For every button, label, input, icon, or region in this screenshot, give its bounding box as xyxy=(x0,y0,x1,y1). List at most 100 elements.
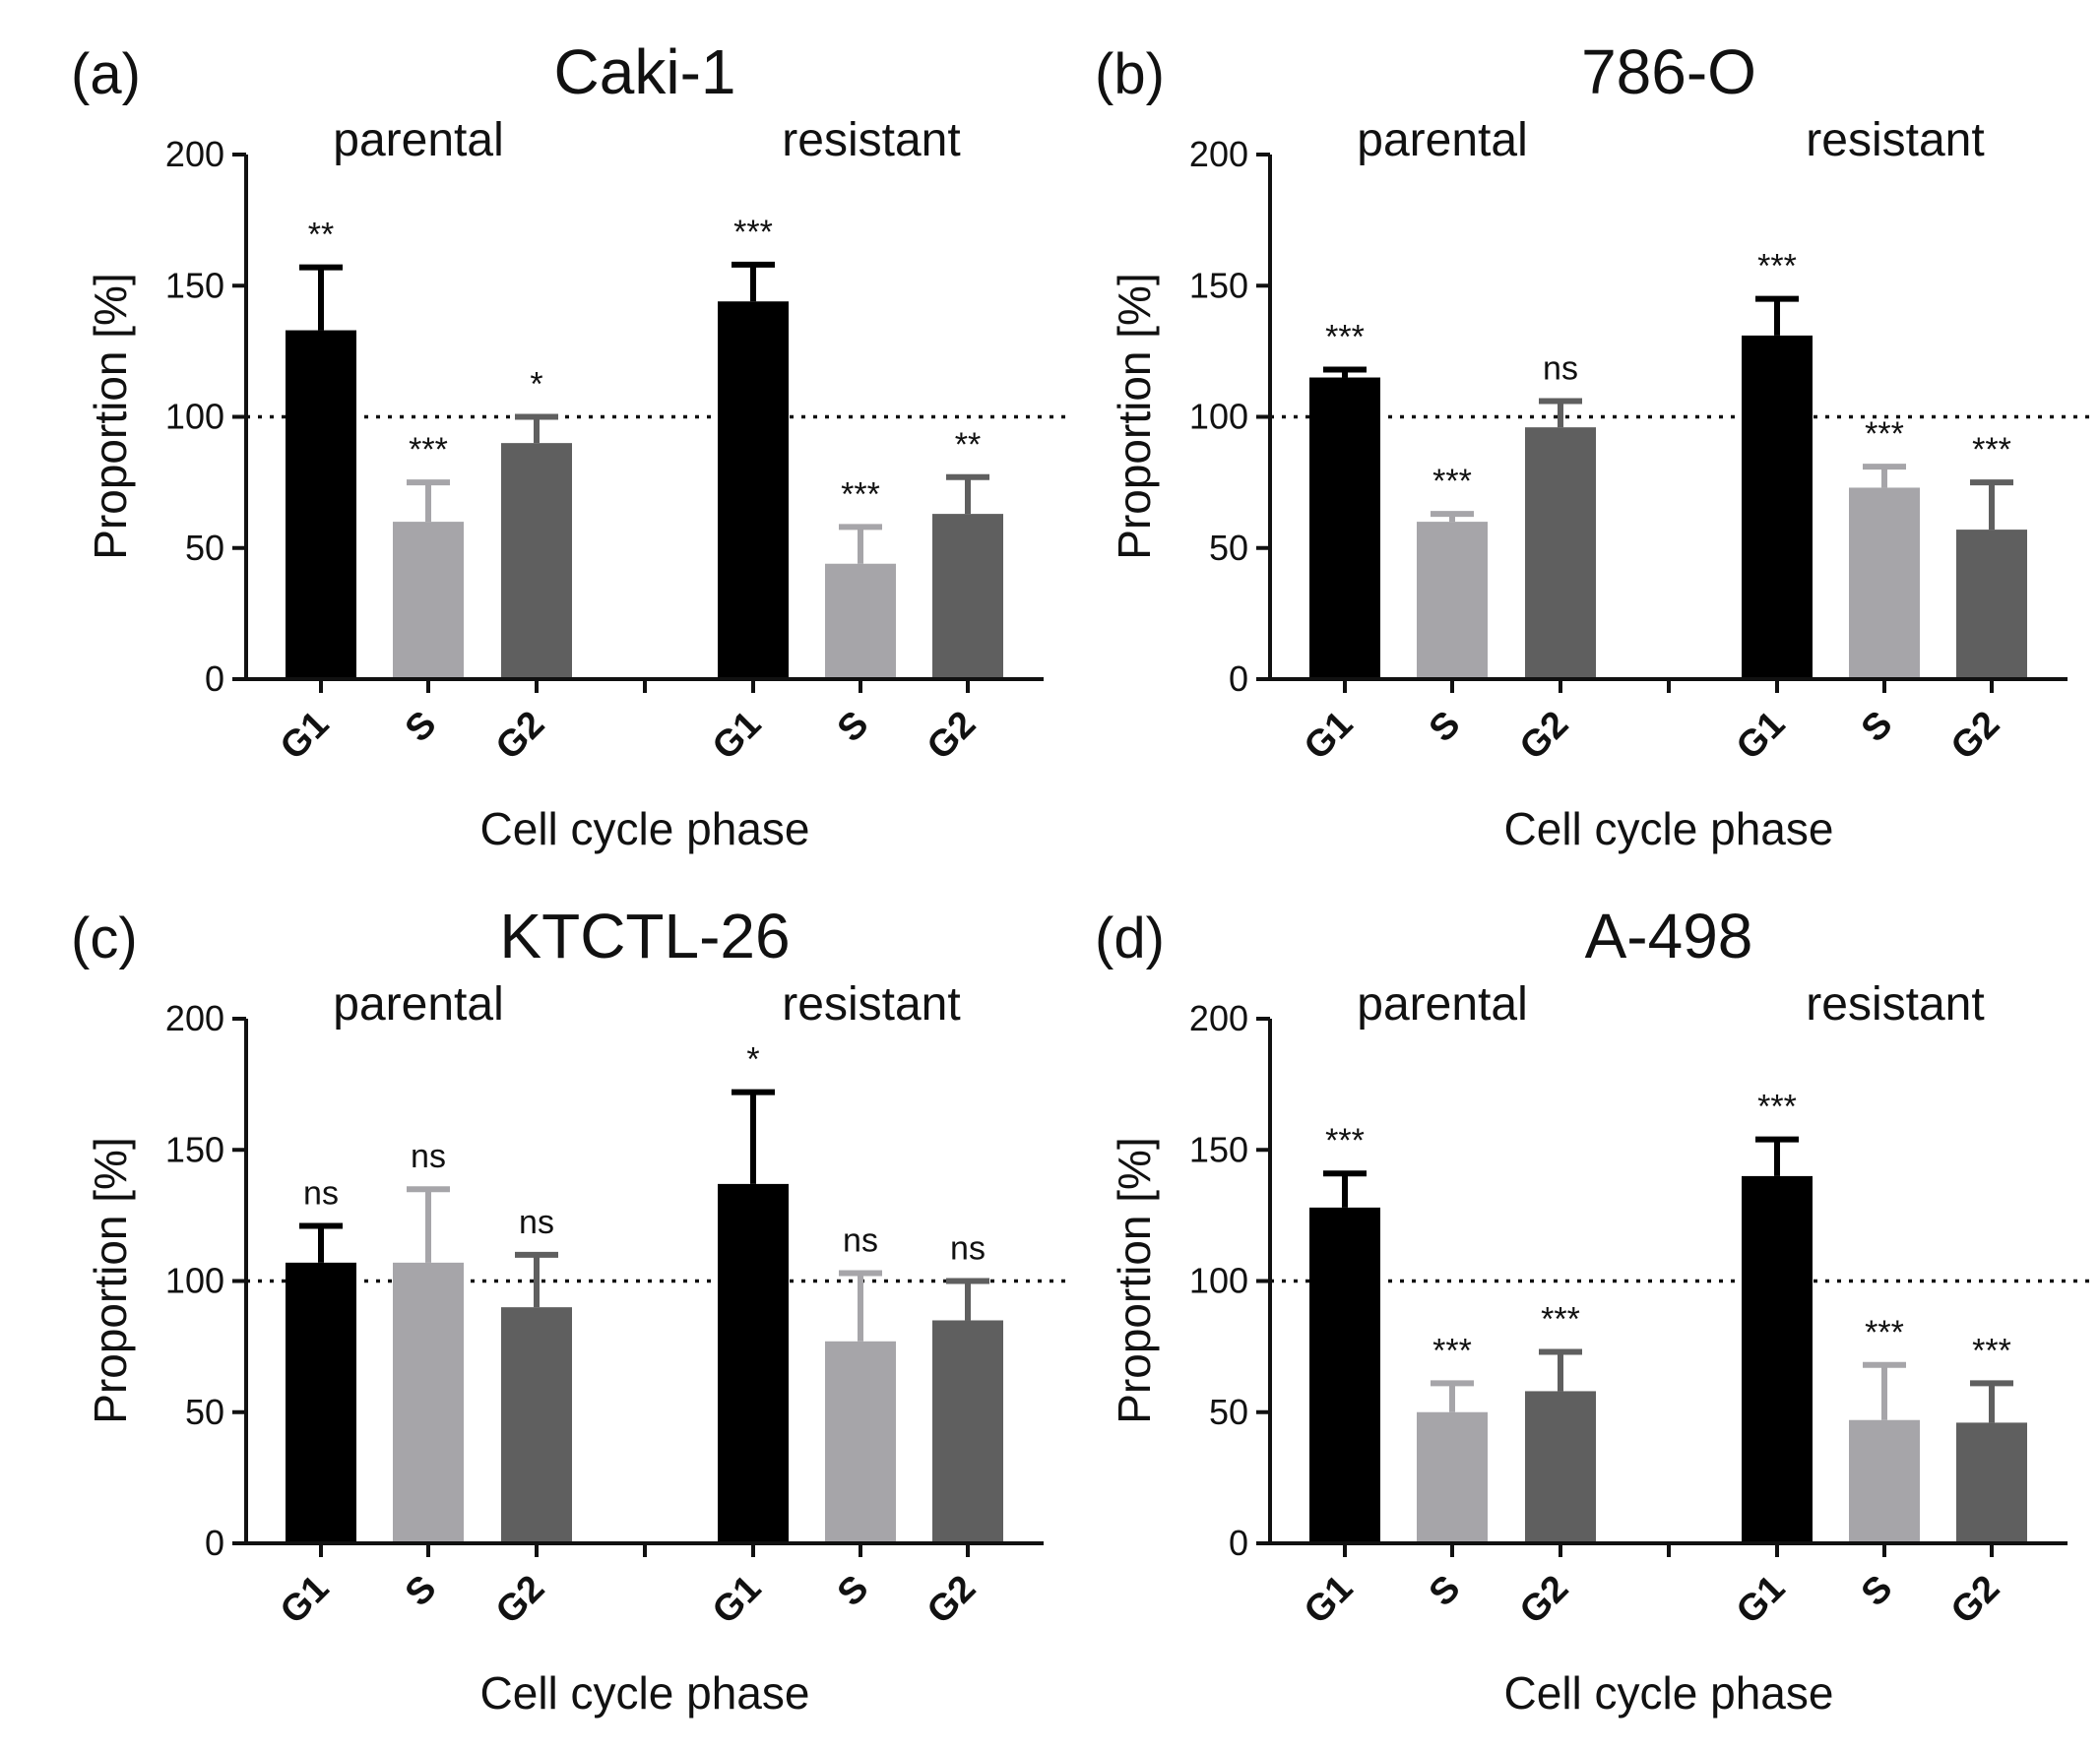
bar-s xyxy=(1417,522,1488,679)
x-axis-title: Cell cycle phase xyxy=(480,1667,810,1719)
bar-s xyxy=(825,563,896,679)
y-tick-label: 150 xyxy=(165,265,224,305)
group-label-parental: parental xyxy=(1357,114,1527,166)
significance-label: *** xyxy=(841,475,880,513)
group-label-parental: parental xyxy=(333,978,503,1031)
significance-label: ns xyxy=(303,1175,339,1213)
chart-panel-2: (b) 786-O parental resistant *** *** ns *** *** *… xyxy=(1095,36,2092,854)
significance-label: *** xyxy=(1972,431,2011,469)
significance-label: *** xyxy=(1757,1089,1797,1126)
significance-label: ** xyxy=(308,217,334,254)
significance-label: *** xyxy=(1865,415,1904,453)
x-category-label: S xyxy=(1422,1568,1469,1615)
bar-g2 xyxy=(1956,1422,2027,1543)
significance-label: *** xyxy=(1865,1314,1904,1351)
y-axis-title: Proportion [%] xyxy=(1109,273,1160,559)
x-axis-title: Cell cycle phase xyxy=(1504,803,1834,854)
x-category-label: G2 xyxy=(488,1568,553,1633)
panel-title: 786-O xyxy=(1581,36,1756,107)
chart-panel-4: (d) A-498 parental resistant *** *** *** *** ***… xyxy=(1095,901,2092,1719)
y-tick-label: 50 xyxy=(185,1392,224,1432)
x-category-label: S xyxy=(398,1568,445,1615)
group-label-resistant: resistant xyxy=(782,114,960,166)
significance-label: *** xyxy=(1432,463,1472,500)
panel-title: A-498 xyxy=(1585,901,1753,971)
y-axis-title: Proportion [%] xyxy=(85,1137,136,1423)
bar-g1 xyxy=(1309,1207,1380,1543)
significance-label: *** xyxy=(1432,1332,1472,1369)
x-category-label: G1 xyxy=(273,1568,338,1633)
group-label-parental: parental xyxy=(333,114,503,166)
x-category-label: G1 xyxy=(1297,704,1362,769)
y-tick-label: 150 xyxy=(165,1129,224,1169)
x-category-label: G1 xyxy=(705,704,770,769)
significance-label: * xyxy=(530,366,542,404)
y-axis-title: Proportion [%] xyxy=(1109,1137,1160,1423)
bar-g2 xyxy=(501,443,572,679)
significance-label: *** xyxy=(409,431,448,469)
bar-g2 xyxy=(1956,530,2027,679)
y-tick-label: 0 xyxy=(205,1523,224,1563)
significance-label: *** xyxy=(1757,248,1797,285)
x-category-label: G2 xyxy=(1943,704,2008,769)
x-category-label: S xyxy=(398,704,445,751)
x-category-label: G1 xyxy=(1729,704,1794,769)
y-tick-label: 100 xyxy=(1189,397,1248,437)
significance-label: ns xyxy=(519,1204,554,1241)
significance-label: * xyxy=(746,1041,759,1079)
x-category-label: G2 xyxy=(1512,1568,1577,1633)
bar-g2 xyxy=(932,514,1003,679)
bar-s xyxy=(1417,1411,1488,1543)
x-category-label: G2 xyxy=(1512,704,1577,769)
x-axis-title: Cell cycle phase xyxy=(1504,1667,1834,1719)
panel-label: (c) xyxy=(71,907,138,970)
chart-panel-3: (c) KTCTL-26 parental resistant ns ns ns * ns ns 0… xyxy=(71,901,1068,1719)
panel-label: (b) xyxy=(1095,42,1165,106)
bar-s xyxy=(1849,487,1920,679)
panel-label: (d) xyxy=(1095,907,1165,970)
y-tick-label: 150 xyxy=(1189,1129,1248,1169)
bar-g1 xyxy=(1309,377,1380,679)
y-tick-label: 100 xyxy=(1189,1261,1248,1301)
x-category-label: S xyxy=(1854,1568,1901,1615)
bar-g2 xyxy=(501,1307,572,1543)
significance-label: ** xyxy=(955,426,981,464)
significance-label: ns xyxy=(1543,350,1578,388)
y-tick-label: 100 xyxy=(165,397,224,437)
significance-label: ns xyxy=(950,1230,986,1268)
y-tick-label: 0 xyxy=(1229,658,1248,699)
x-category-label: G2 xyxy=(920,1568,985,1633)
bar-g1 xyxy=(286,1262,356,1543)
group-label-resistant: resistant xyxy=(1806,978,1984,1031)
x-category-label: S xyxy=(1854,704,1901,751)
significance-label: *** xyxy=(1541,1300,1580,1338)
y-tick-label: 0 xyxy=(1229,1523,1248,1563)
significance-label: *** xyxy=(1325,319,1365,356)
bar-g2 xyxy=(1525,1391,1596,1543)
bar-g2 xyxy=(1525,427,1596,679)
x-axis-title: Cell cycle phase xyxy=(480,803,810,854)
y-tick-label: 0 xyxy=(205,658,224,699)
y-tick-label: 200 xyxy=(165,998,224,1038)
significance-label: ns xyxy=(411,1138,446,1175)
y-axis-title: Proportion [%] xyxy=(85,273,136,559)
x-category-label: G2 xyxy=(488,704,553,769)
y-tick-label: 200 xyxy=(1189,134,1248,174)
panel-title: Caki-1 xyxy=(554,36,736,107)
bar-s xyxy=(1849,1419,1920,1543)
x-category-label: G1 xyxy=(273,704,338,769)
bar-g1 xyxy=(1742,1175,1813,1543)
y-tick-label: 50 xyxy=(185,528,224,568)
bar-s xyxy=(393,1262,464,1543)
y-tick-label: 200 xyxy=(1189,998,1248,1038)
y-tick-label: 150 xyxy=(1189,265,1248,305)
x-category-label: G1 xyxy=(1729,1568,1794,1633)
panel-title: KTCTL-26 xyxy=(499,901,790,971)
x-category-label: G2 xyxy=(1943,1568,2008,1633)
significance-label: *** xyxy=(1972,1332,2011,1369)
group-label-resistant: resistant xyxy=(782,978,960,1031)
significance-label: *** xyxy=(733,214,773,251)
bar-g2 xyxy=(932,1320,1003,1543)
